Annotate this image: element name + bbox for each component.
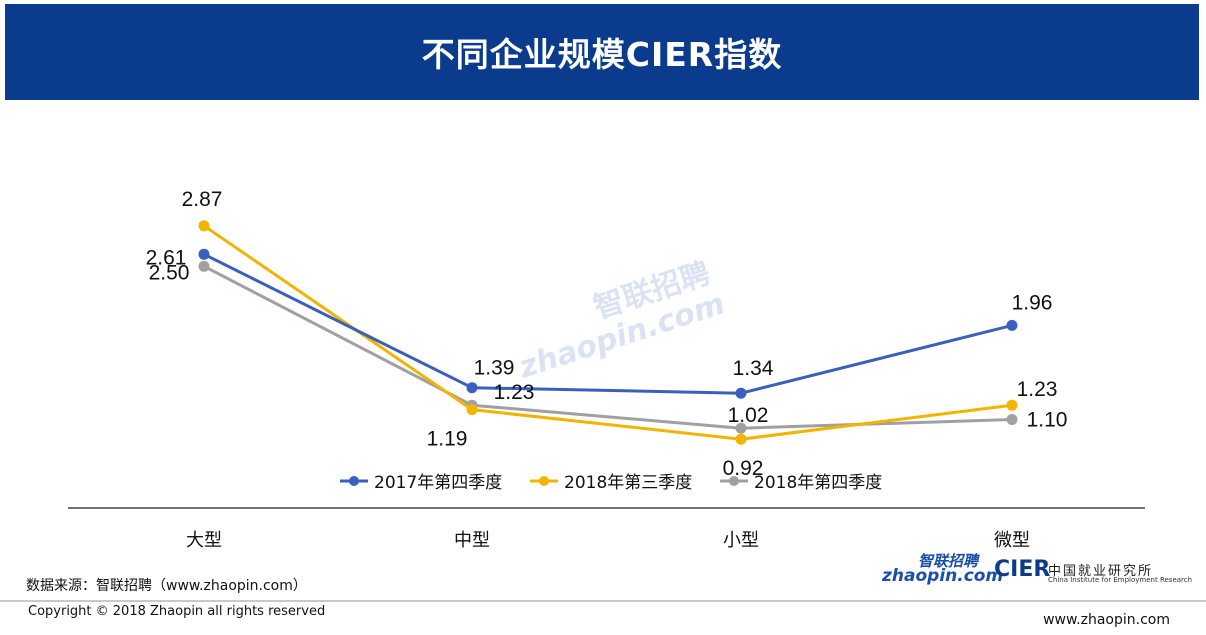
data-point-0-1 — [466, 382, 478, 394]
data-point-2-0 — [198, 260, 210, 272]
data-point-1-1 — [466, 404, 478, 416]
category-label-0: 大型 — [186, 530, 222, 551]
data-point-2-2 — [735, 422, 747, 434]
category-label-2: 小型 — [723, 530, 759, 551]
legend-marker-0 — [349, 476, 359, 486]
data-label-1-3: 1.23 — [1017, 378, 1058, 401]
category-label-1: 中型 — [454, 530, 490, 551]
cier-logo-cn: 中国就业研究所 — [1048, 564, 1154, 579]
cier-logo-en: China Institute for Employment Research — [1048, 576, 1193, 584]
data-point-1-0 — [198, 220, 210, 232]
data-point-0-0 — [198, 248, 210, 260]
data-point-1-2 — [735, 433, 747, 445]
title-banner: 不同企业规模CIER指数 — [5, 4, 1199, 100]
data-label-2-0: 2.50 — [149, 261, 190, 284]
page-title: 不同企业规模CIER指数 — [421, 35, 783, 74]
legend-marker-2 — [729, 476, 739, 486]
footer-divider — [0, 600, 1206, 602]
data-label-0-3: 1.96 — [1012, 291, 1053, 314]
series-line-0 — [203, 252, 1013, 395]
data-source: 数据来源：智联招聘（www.zhaopin.com） — [26, 578, 307, 594]
data-point-0-2 — [735, 387, 747, 399]
category-label-3: 微型 — [994, 530, 1030, 551]
legend-marker-1 — [539, 476, 549, 486]
legend-label-2: 2018年第四季度 — [754, 473, 882, 493]
website-link[interactable]: www.zhaopin.com — [1043, 612, 1170, 628]
data-label-1-2: 0.92 — [723, 457, 764, 480]
legend-label-0: 2017年第四季度 — [374, 473, 502, 493]
data-label-1-0: 2.87 — [182, 188, 223, 211]
data-label-2-3: 1.10 — [1027, 408, 1068, 431]
data-label-0-0: 2.61 — [146, 246, 187, 269]
series-line-2 — [203, 264, 1013, 430]
zhaopin-logo-cn: 智联招聘 — [918, 552, 979, 570]
legend-label-1: 2018年第三季度 — [564, 473, 692, 493]
series-line-1 — [203, 224, 1013, 441]
copyright-text: Copyright © 2018 Zhaopin all rights rese… — [28, 604, 326, 619]
data-label-2-1: 1.23 — [494, 381, 535, 404]
data-label-2-2: 1.02 — [728, 404, 769, 427]
data-label-1-1: 1.19 — [427, 428, 468, 451]
data-label-0-1: 1.39 — [474, 357, 515, 380]
data-label-0-2: 1.34 — [733, 357, 774, 380]
cier-logo: CIER — [994, 557, 1051, 582]
data-point-0-3 — [1006, 319, 1018, 331]
data-point-2-3 — [1006, 414, 1018, 425]
data-point-1-3 — [1006, 399, 1018, 411]
zhaopin-logo-en: zhaopin.com — [882, 566, 1004, 586]
